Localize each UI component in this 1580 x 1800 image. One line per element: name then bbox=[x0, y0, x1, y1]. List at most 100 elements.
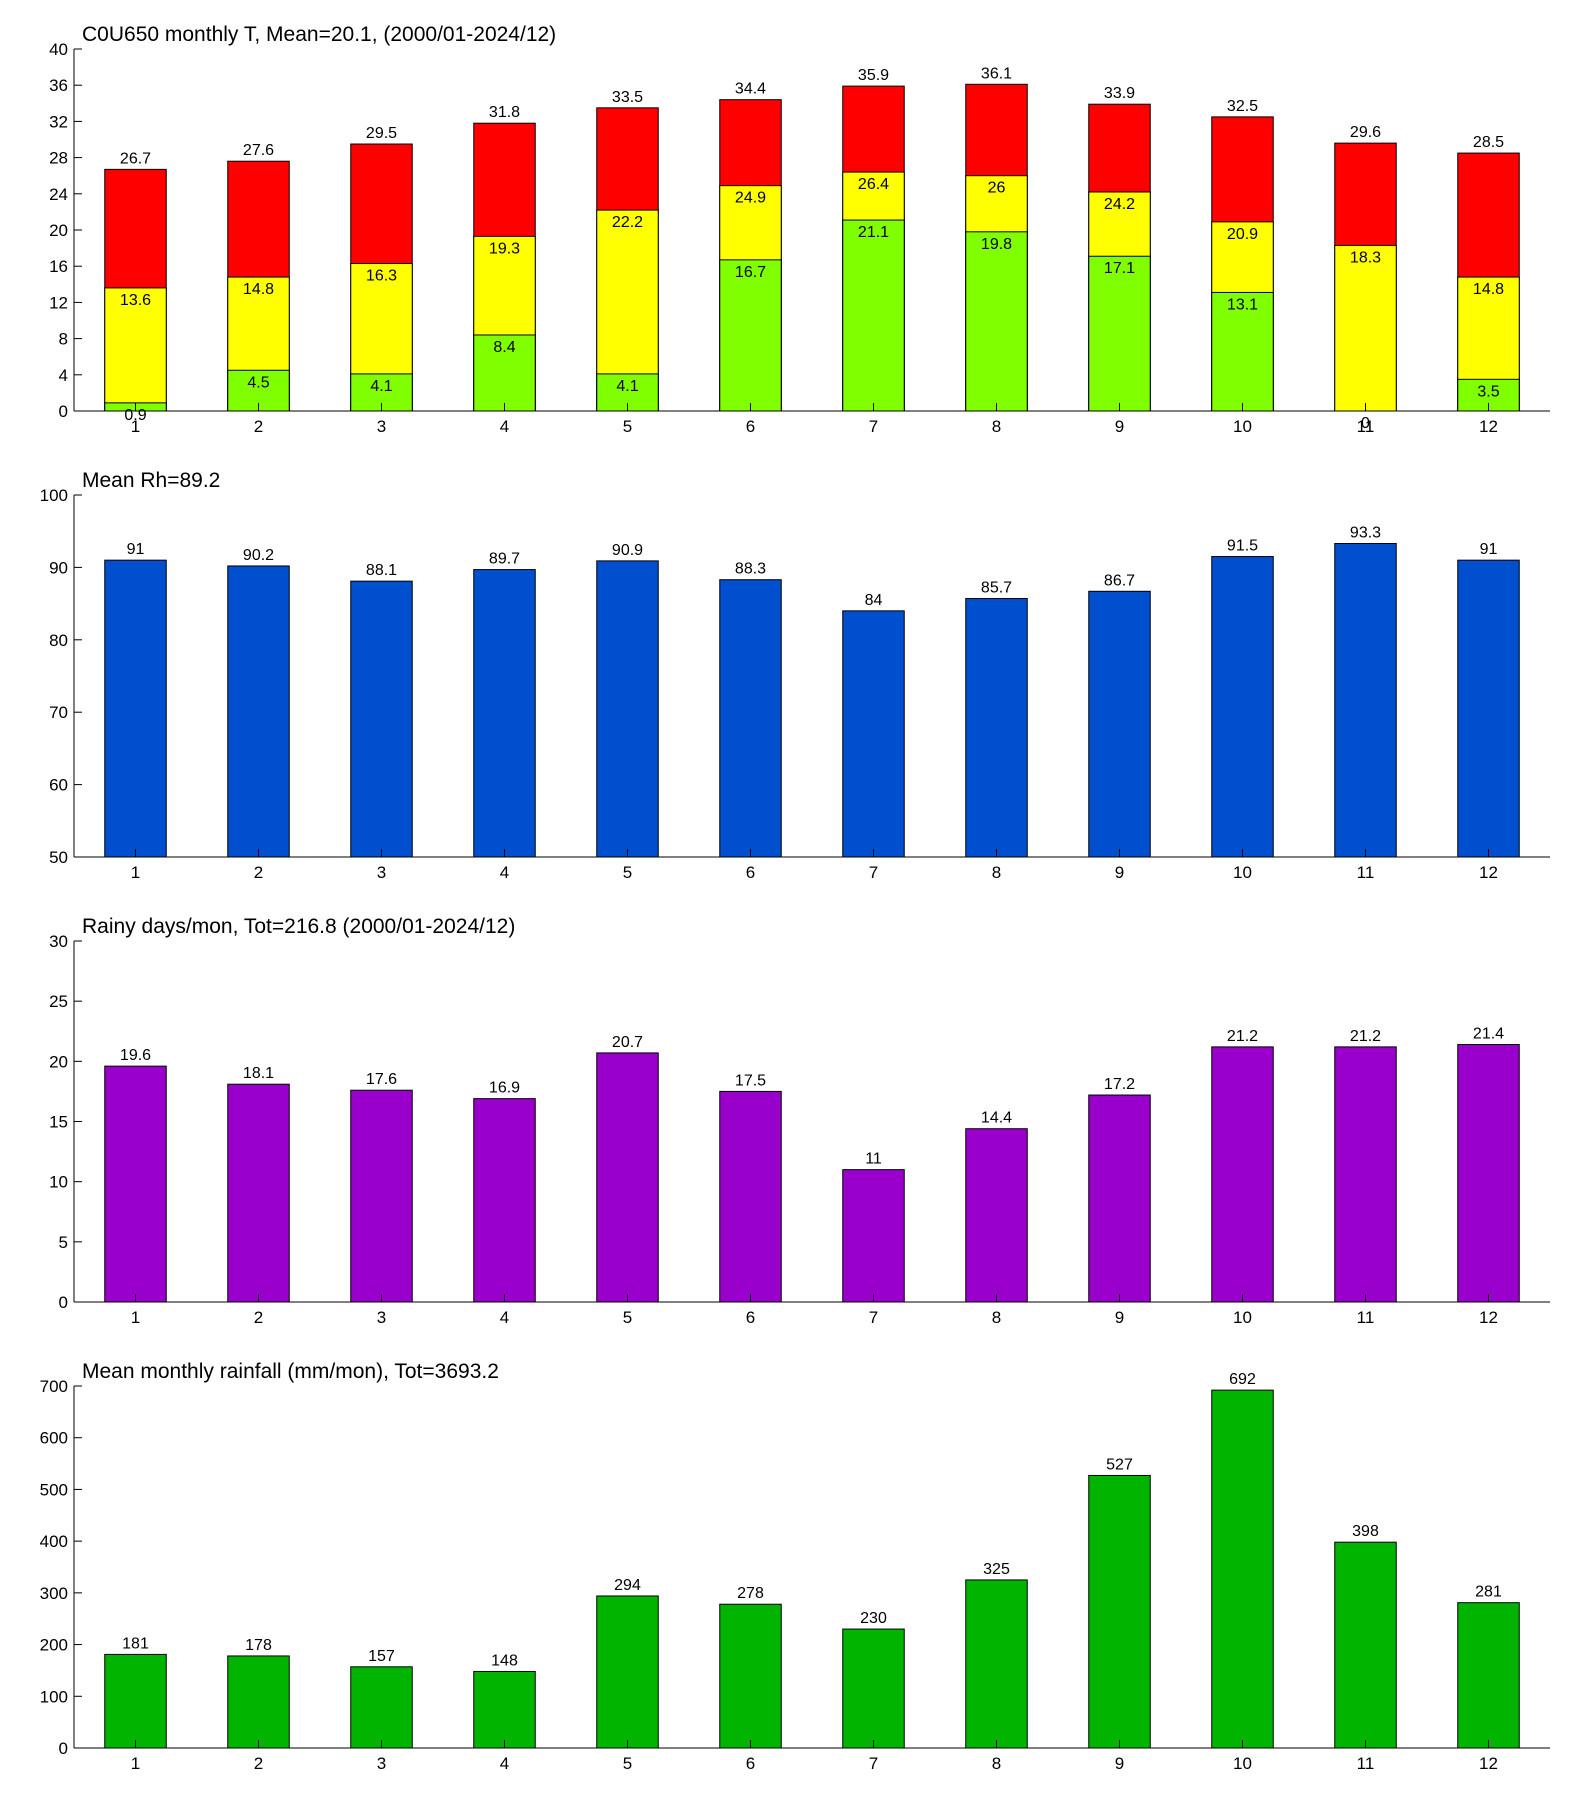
value-label: 148 bbox=[491, 1652, 518, 1669]
bar bbox=[473, 1098, 536, 1303]
value-label: 8.4 bbox=[493, 339, 515, 356]
value-label: 157 bbox=[368, 1648, 395, 1665]
x-tick-label: 10 bbox=[1233, 1308, 1252, 1327]
x-tick-label: 4 bbox=[500, 1308, 509, 1327]
x-tick-label: 3 bbox=[377, 417, 386, 436]
x-tick-label: 5 bbox=[623, 1754, 632, 1773]
x-tick-label: 4 bbox=[500, 1754, 509, 1773]
x-tick-label: 12 bbox=[1479, 1308, 1498, 1327]
value-label: 28.5 bbox=[1473, 134, 1504, 151]
value-label: 34.4 bbox=[735, 81, 766, 98]
value-label: 86.7 bbox=[1104, 572, 1135, 589]
bar bbox=[842, 219, 905, 412]
value-label: 398 bbox=[1352, 1523, 1379, 1540]
y-tick-label: 700 bbox=[40, 1377, 68, 1396]
value-label: 0 bbox=[1361, 415, 1370, 432]
value-label: 325 bbox=[983, 1561, 1010, 1578]
x-tick-label: 9 bbox=[1115, 417, 1124, 436]
x-tick-label: 2 bbox=[254, 1754, 263, 1773]
x-tick-label: 8 bbox=[992, 1308, 1001, 1327]
bar bbox=[596, 560, 659, 858]
x-tick-label: 3 bbox=[377, 1754, 386, 1773]
value-label: 21.2 bbox=[1350, 1028, 1381, 1045]
value-label: 24.9 bbox=[735, 190, 766, 207]
x-tick-label: 6 bbox=[746, 863, 755, 882]
x-tick-label: 8 bbox=[992, 417, 1001, 436]
value-label: 17.2 bbox=[1104, 1076, 1135, 1093]
value-label: 93.3 bbox=[1350, 525, 1381, 542]
y-tick-label: 100 bbox=[40, 486, 68, 505]
bar bbox=[1334, 244, 1397, 412]
value-label: 18.1 bbox=[243, 1065, 274, 1082]
x-tick-label: 2 bbox=[254, 417, 263, 436]
y-tick-label: 0 bbox=[59, 1739, 68, 1758]
y-tick-label: 4 bbox=[59, 366, 68, 385]
x-tick-label: 7 bbox=[869, 1754, 878, 1773]
x-tick-label: 1 bbox=[131, 863, 140, 882]
x-tick-label: 7 bbox=[869, 1308, 878, 1327]
bar bbox=[473, 1670, 536, 1749]
bar bbox=[227, 565, 290, 858]
value-label: 21.2 bbox=[1227, 1028, 1258, 1045]
bar bbox=[227, 1083, 290, 1303]
y-tick-label: 20 bbox=[49, 221, 68, 240]
value-label: 17.6 bbox=[366, 1071, 397, 1088]
bar bbox=[965, 1579, 1028, 1749]
bar bbox=[227, 1655, 290, 1749]
value-label: 91.5 bbox=[1227, 538, 1258, 555]
value-label: 32.5 bbox=[1227, 98, 1258, 115]
y-tick-label: 12 bbox=[49, 293, 68, 312]
chart-title: Mean monthly rainfall (mm/mon), Tot=3693… bbox=[82, 1360, 499, 1383]
bar bbox=[719, 579, 782, 858]
bar bbox=[719, 259, 782, 412]
bar bbox=[965, 1128, 1028, 1303]
y-tick-label: 15 bbox=[49, 1113, 68, 1132]
value-label: 88.1 bbox=[366, 562, 397, 579]
x-tick-label: 11 bbox=[1357, 1754, 1375, 1773]
value-label: 17.5 bbox=[735, 1072, 766, 1089]
value-label: 278 bbox=[737, 1585, 764, 1602]
bar bbox=[473, 334, 536, 412]
x-tick-label: 4 bbox=[500, 417, 509, 436]
y-tick-label: 24 bbox=[49, 185, 68, 204]
bar bbox=[1088, 1474, 1151, 1749]
y-tick-label: 16 bbox=[49, 257, 68, 276]
value-label: 16.3 bbox=[366, 267, 397, 284]
bar bbox=[350, 580, 413, 858]
value-label: 91 bbox=[1480, 541, 1498, 558]
bar bbox=[1088, 590, 1151, 858]
value-label: 31.8 bbox=[489, 104, 520, 121]
x-tick-label: 1 bbox=[131, 1308, 140, 1327]
x-tick-label: 11 bbox=[1357, 1308, 1375, 1327]
value-label: 20.9 bbox=[1227, 226, 1258, 243]
y-tick-label: 600 bbox=[40, 1429, 68, 1448]
x-tick-label: 6 bbox=[746, 1308, 755, 1327]
value-label: 281 bbox=[1475, 1584, 1502, 1601]
y-tick-label: 10 bbox=[49, 1173, 68, 1192]
bar bbox=[1211, 556, 1274, 858]
y-tick-label: 20 bbox=[49, 1052, 68, 1071]
bar bbox=[719, 1090, 782, 1303]
bar bbox=[596, 1595, 659, 1749]
value-label: 181 bbox=[122, 1635, 149, 1652]
bar bbox=[1211, 1046, 1274, 1303]
y-tick-label: 300 bbox=[40, 1584, 68, 1603]
bar bbox=[104, 1653, 167, 1749]
x-tick-label: 3 bbox=[377, 1308, 386, 1327]
value-label: 26.7 bbox=[120, 150, 151, 167]
value-label: 692 bbox=[1229, 1371, 1256, 1388]
x-tick-label: 4 bbox=[500, 863, 509, 882]
bar bbox=[1211, 1389, 1274, 1749]
x-tick-label: 10 bbox=[1233, 1754, 1252, 1773]
value-label: 13.1 bbox=[1227, 296, 1258, 313]
bar bbox=[1088, 1094, 1151, 1303]
y-tick-label: 0 bbox=[59, 402, 68, 421]
x-tick-label: 9 bbox=[1115, 1754, 1124, 1773]
x-tick-label: 3 bbox=[377, 863, 386, 882]
value-label: 19.6 bbox=[120, 1047, 151, 1064]
bar bbox=[473, 569, 536, 858]
chart-title: C0U650 monthly T, Mean=20.1, (2000/01-20… bbox=[82, 23, 556, 46]
bar bbox=[104, 559, 167, 858]
value-label: 27.6 bbox=[243, 142, 274, 159]
